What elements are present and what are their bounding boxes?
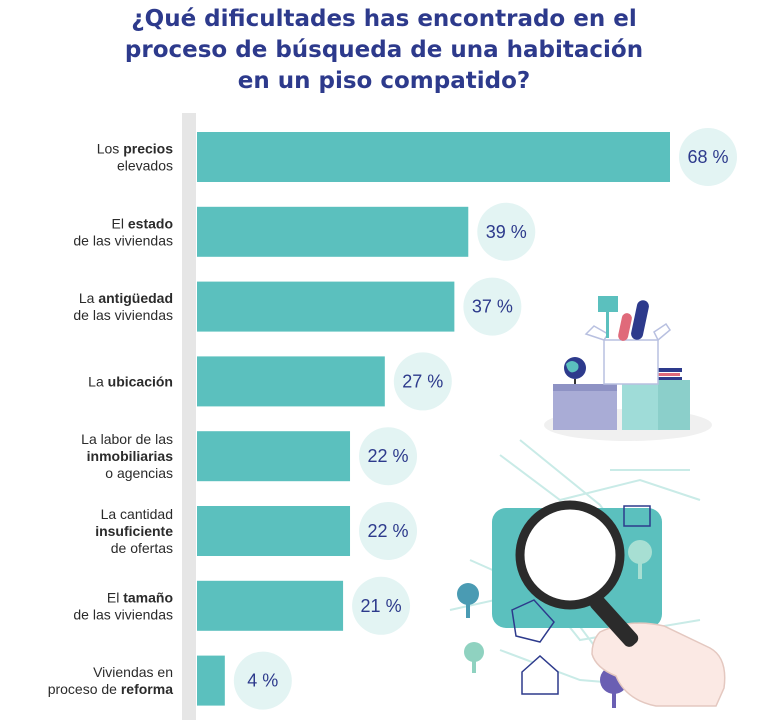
bar [197,281,455,332]
value-bubble [359,427,418,486]
value-bubble [233,651,292,710]
value-bubble [477,202,536,261]
axis-strip [182,113,196,720]
value-bubble [352,576,411,635]
category-label: Viviendas en proceso de reforma [48,664,174,697]
category-label: La cantidad insuficiente de ofertas [95,506,173,556]
chart-title: ¿Qué dificultades has encontrado en el p… [0,4,768,97]
data-label: 22 % [368,521,409,541]
bar [197,132,670,182]
bar [197,506,351,556]
data-label: 39 % [486,222,527,242]
data-label: 22 % [368,446,409,466]
value-bubble [359,502,418,560]
data-label: 37 % [472,297,513,317]
data-label: 68 % [687,147,728,167]
data-label: 21 % [361,596,402,616]
bar [197,206,469,257]
value-bubble [463,277,522,336]
map-magnifier-icon [449,439,726,708]
category-label: El tamaño de las viviendas [73,589,173,622]
data-label: 4 % [247,671,278,691]
chart-title-line: en un piso compatido? [237,68,531,94]
value-bubble [679,128,737,186]
category-label: Los precios elevados [97,141,173,174]
chart-title-line: ¿Qué dificultades has encontrado en el [131,6,637,32]
bar [197,655,225,706]
moving-boxes-icon [544,296,712,441]
category-label: El estado de las viviendas [73,215,173,248]
category-label: La antigüedad de las viviendas [73,290,173,323]
category-label: La ubicación [88,373,173,389]
chart-title-line: proceso de búsqueda de una habitación [124,37,644,63]
bar [197,580,344,631]
bar [197,356,385,407]
bar [197,431,351,482]
data-label: 27 % [402,371,443,391]
value-bubble [393,352,452,411]
category-label: La labor de las inmobiliarias o agencias [81,431,173,481]
